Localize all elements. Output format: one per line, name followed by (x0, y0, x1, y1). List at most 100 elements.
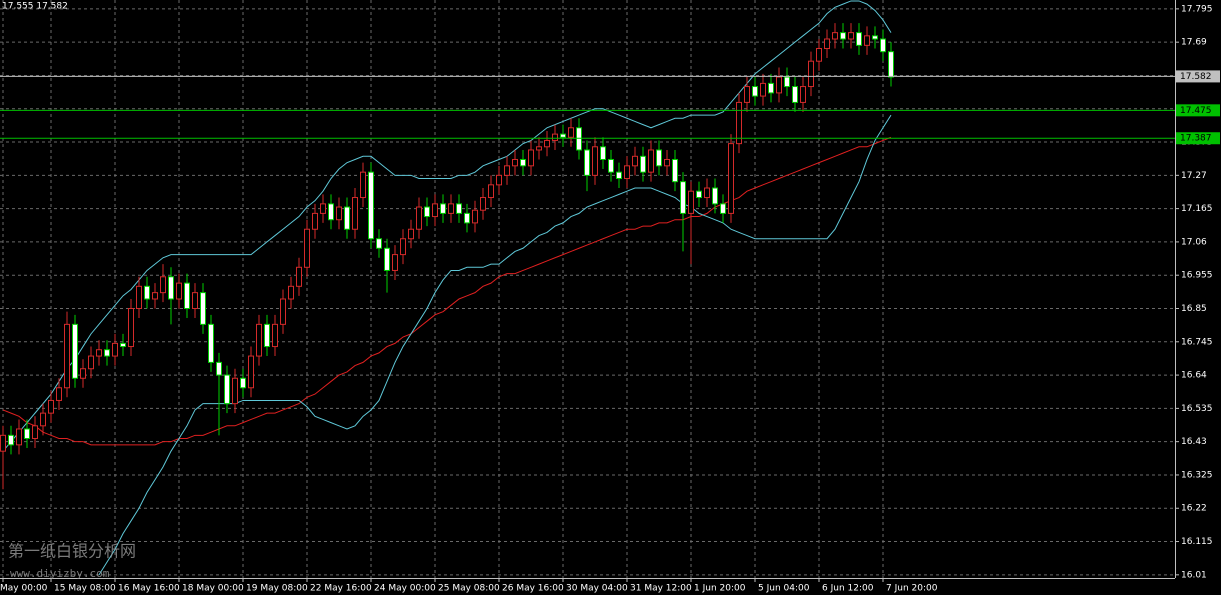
candle-body (376, 238, 382, 249)
candle-body (824, 38, 830, 50)
candle-body (712, 187, 718, 205)
candle-body (432, 203, 438, 218)
candle-body (216, 361, 222, 376)
candle-body (264, 323, 270, 348)
candle-body (608, 158, 614, 173)
header-prices: 17.555 17.582 (2, 2, 68, 12)
candle-body (128, 307, 134, 348)
candle-body (448, 203, 454, 214)
candle-body (384, 247, 390, 271)
x-tick-label: 15 May 08:00 (54, 584, 116, 594)
candle-body (104, 349, 110, 357)
candle-body (648, 149, 654, 173)
candle-body (256, 323, 262, 357)
candle-body (864, 35, 870, 46)
candle-body (328, 203, 334, 221)
candle-body (744, 86, 750, 103)
candle-body (536, 146, 542, 151)
candle-body (80, 368, 86, 379)
candle-body (208, 323, 214, 363)
y-tick-label: 17.06 (1181, 237, 1207, 247)
candle-body (280, 298, 286, 325)
y-tick-label: 16.85 (1181, 304, 1207, 314)
x-tick-label: 19 May 08:00 (246, 584, 308, 594)
candle-body (320, 203, 326, 214)
indicator-line (98, 114, 892, 576)
price-label: 17.475 (1180, 106, 1212, 116)
y-tick-label: 17.795 (1181, 4, 1213, 14)
candle-body (688, 190, 694, 214)
y-tick-label: 16.745 (1181, 337, 1213, 347)
plot-layer (0, 0, 1175, 578)
price-label: 17.582 (1180, 72, 1212, 82)
candle-body (8, 434, 14, 446)
candle-body (160, 276, 166, 294)
candle-body (184, 282, 190, 309)
candle-body (560, 133, 566, 138)
candle-body (192, 292, 198, 309)
y-tick-label: 16.01 (1181, 570, 1207, 580)
candle-body (800, 86, 806, 103)
price-label-box (1176, 104, 1220, 117)
x-tick-label: 30 May 04:00 (566, 584, 628, 594)
price-label-box (1176, 70, 1220, 83)
candle-body (456, 203, 462, 214)
candle-body (784, 76, 790, 88)
candle-body (24, 428, 30, 439)
candle-body (472, 209, 478, 224)
candle-body (392, 254, 398, 271)
watermark-url: www.diyizby.com (10, 567, 110, 580)
price-label: 17.387 (1180, 134, 1212, 144)
candle-body (760, 82, 766, 97)
watermark: 第一纸白银分析网 (8, 542, 136, 561)
candle-body (544, 139, 550, 148)
price-label-box (1176, 132, 1220, 145)
candle-body (240, 377, 246, 389)
y-tick-label: 16.535 (1181, 404, 1213, 414)
y-tick-label: 16.955 (1181, 271, 1213, 281)
candle-body (736, 101, 742, 145)
candle-body (224, 374, 230, 405)
candle-body (848, 32, 854, 40)
candle-body (416, 206, 422, 230)
candle-body (856, 32, 862, 46)
candle-body (120, 342, 126, 348)
candle-body (168, 276, 174, 300)
y-tick-label: 16.115 (1181, 537, 1213, 547)
candle-body (568, 127, 574, 138)
candle-body (704, 187, 710, 199)
candle-body (696, 190, 702, 199)
candle-body (480, 197, 486, 211)
candle-body (336, 206, 342, 221)
candle-body (624, 165, 630, 180)
candle-body (792, 86, 798, 103)
candle-body (528, 149, 534, 167)
candle-body (0, 434, 6, 452)
candle-body (368, 171, 374, 240)
candle-body (576, 127, 582, 151)
y-tick-label: 16.43 (1181, 437, 1207, 447)
x-tick-label: 25 May 08:00 (438, 584, 500, 594)
candle-body (664, 158, 670, 167)
x-tick-label: May 00:00 (0, 584, 48, 594)
candle-body (272, 323, 278, 348)
candle-body (112, 342, 118, 357)
candle-body (144, 285, 150, 300)
candle-body (888, 51, 894, 78)
x-tick-label: 6 Jun 12:00 (822, 584, 874, 594)
candle-body (720, 203, 726, 214)
candle-body (136, 285, 142, 309)
candle-body (32, 425, 38, 439)
candle-body (88, 355, 94, 370)
candle-body (880, 38, 886, 53)
candle-body (352, 197, 358, 230)
x-tick-label: 22 May 16:00 (310, 584, 372, 594)
candle-body (440, 203, 446, 214)
candle-body (672, 158, 678, 183)
candle-body (520, 158, 526, 167)
indicator-line (2, 136, 892, 446)
x-tick-label: 31 May 12:00 (630, 584, 692, 594)
candle-body (72, 323, 78, 379)
